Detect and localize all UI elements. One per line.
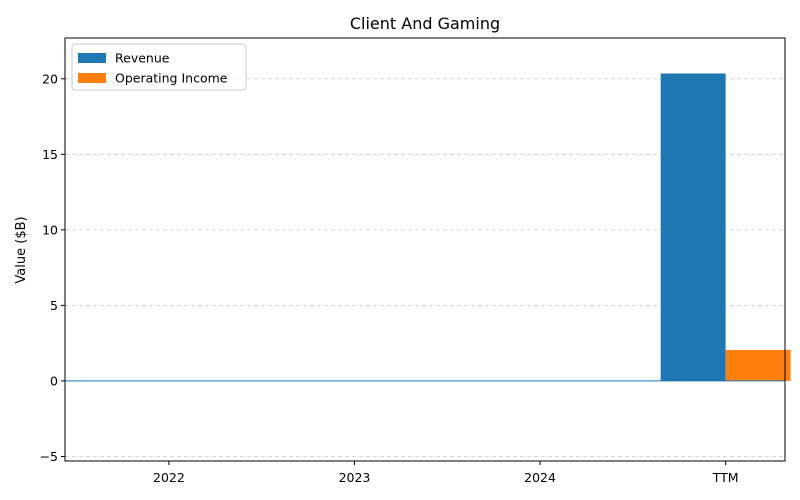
x-tick-label: TTM xyxy=(712,470,739,485)
y-axis-label: Value ($B) xyxy=(14,216,29,283)
legend-swatch xyxy=(78,53,106,63)
bars xyxy=(660,73,791,381)
legend-box xyxy=(71,43,247,91)
y-tick-label: 5 xyxy=(50,298,58,313)
bar-operating-income-ttm xyxy=(725,349,791,381)
plot-frame xyxy=(64,37,786,462)
legend-label: Revenue xyxy=(115,51,170,66)
y-tick-label: 0 xyxy=(50,373,58,388)
x-axis: 2022 2023 2024 TTM xyxy=(153,461,739,485)
legend-label: Operating Income xyxy=(115,71,228,86)
y-axis: −5 0 5 10 15 20 xyxy=(40,71,65,464)
x-tick-label: 2024 xyxy=(524,470,556,485)
legend: Revenue Operating Income xyxy=(71,43,247,91)
y-tick-label: 20 xyxy=(42,71,58,86)
x-tick-label: 2022 xyxy=(153,470,185,485)
legend-swatch xyxy=(78,73,106,83)
chart-title: Client And Gaming xyxy=(350,14,500,33)
x-tick-label: 2023 xyxy=(339,470,371,485)
y-tick-label: 10 xyxy=(42,222,58,237)
bar-revenue-ttm xyxy=(660,73,726,381)
y-tick-label: 15 xyxy=(42,147,58,162)
y-tick-label: −5 xyxy=(40,449,58,464)
